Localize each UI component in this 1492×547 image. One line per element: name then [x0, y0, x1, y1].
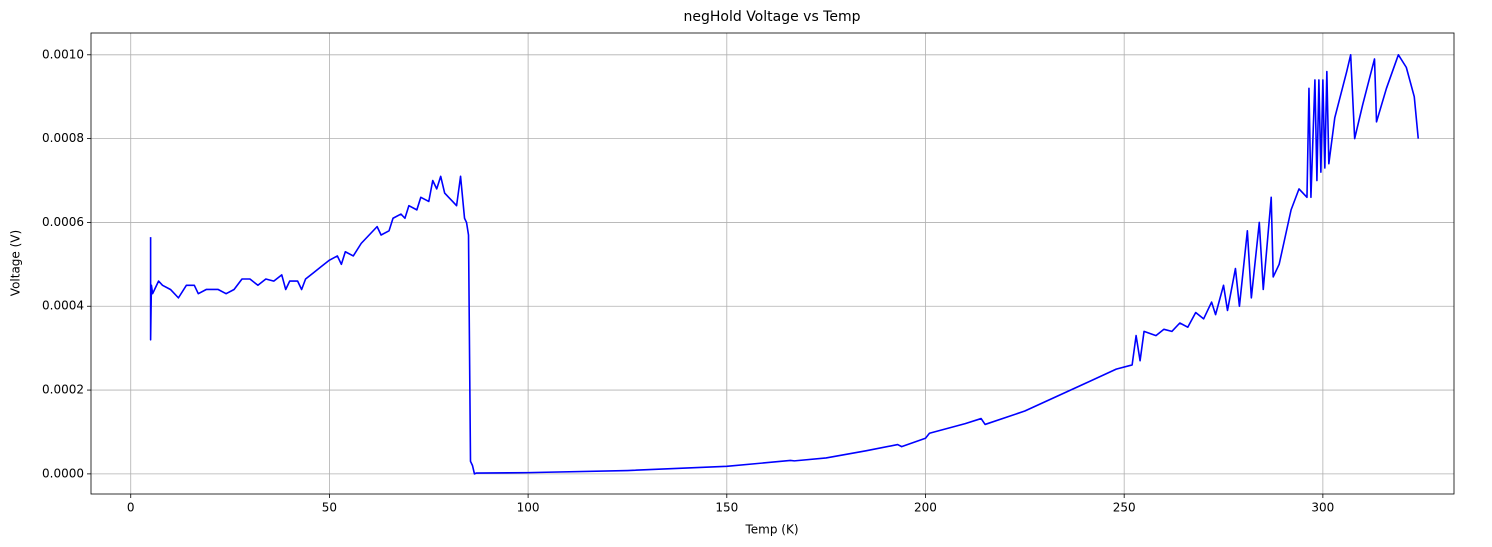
y-tick-label: 0.0000: [42, 466, 84, 480]
chart-title: negHold Voltage vs Temp: [684, 9, 861, 25]
x-tick-label: 250: [1113, 501, 1136, 515]
x-tick-label: 50: [322, 501, 337, 515]
y-tick-label: 0.0002: [42, 383, 84, 397]
plot-frame: [90, 32, 1455, 495]
x-tick-label: 150: [715, 501, 738, 515]
x-tick-label: 100: [517, 501, 540, 515]
data-line: [149, 53, 1420, 475]
x-tick-label: 300: [1311, 501, 1334, 515]
y-tick-label: 0.0008: [42, 131, 84, 145]
y-tick-label: 0.0010: [42, 47, 84, 61]
y-tick-label: 0.0004: [42, 299, 84, 313]
y-tick-label: 0.0006: [42, 215, 84, 229]
x-axis-label: Temp (K): [744, 523, 798, 537]
x-tick-label: 200: [914, 501, 937, 515]
y-axis-label: Voltage (V): [9, 230, 23, 296]
x-tick-label: 0: [127, 501, 135, 515]
